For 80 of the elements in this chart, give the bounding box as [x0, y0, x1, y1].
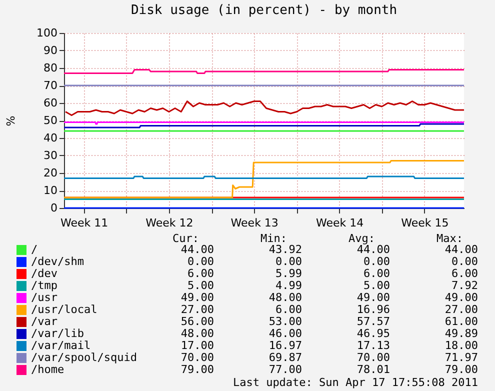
text: 57.57 [356, 315, 390, 328]
y-axis-title: % [4, 116, 18, 126]
text: 46.95 [356, 327, 390, 340]
text: 69.87 [268, 351, 302, 364]
text: Min: [260, 232, 287, 245]
text: 0.00 [364, 255, 390, 268]
text: 6.00 [188, 267, 214, 280]
text: Last update: Sun Apr 17 17:55:08 2011 [232, 376, 478, 389]
x-tick-label: Week 13 [230, 216, 278, 230]
text: 17.13 [356, 339, 390, 352]
text: Cur: [172, 232, 199, 245]
y-tick-label: 90 [44, 44, 58, 57]
text: 44.00 [356, 243, 390, 256]
x-tick-label: Week 12 [146, 216, 194, 230]
legend-label: /var/lib [31, 327, 84, 340]
text: 71.97 [444, 351, 478, 364]
text: 6.00 [364, 267, 390, 280]
legend-label: /dev [31, 267, 58, 280]
text: 0.00 [452, 255, 478, 268]
line-series [63, 160, 465, 198]
line-series [64, 100, 465, 116]
legend-label: /tmp [31, 279, 58, 292]
y-tick-label: 80 [44, 62, 58, 74]
text: 79.00 [180, 363, 214, 376]
text: 27.00 [180, 303, 214, 316]
text: 4.99 [276, 279, 302, 292]
x-tick-label: Week 14 [316, 216, 364, 230]
text: 56.00 [180, 315, 214, 328]
text: Avg: [348, 232, 375, 245]
legend-label: /usr [31, 291, 58, 304]
text: 48.00 [268, 291, 302, 304]
y-tick-label: 30 [44, 149, 58, 162]
y-tick-label: 100 [36, 26, 58, 40]
text: 70.00 [180, 351, 214, 364]
y-tick-label: 70 [44, 79, 58, 92]
text: 16.97 [268, 339, 302, 352]
text: 5.99 [276, 267, 302, 280]
x-tick-label: Week 11 [60, 216, 108, 230]
legend-label: /home [31, 363, 64, 376]
legend-label: / [31, 243, 38, 256]
legend-label: /var/mail [31, 339, 91, 352]
text: 16.96 [356, 303, 390, 316]
text: 70.00 [356, 351, 390, 364]
text: 49.00 [444, 291, 478, 304]
text: 27.00 [444, 303, 478, 316]
text: 5.00 [364, 279, 390, 292]
text: 48.00 [180, 327, 214, 340]
text: 6.00 [276, 303, 302, 316]
text: 18.00 [444, 339, 478, 352]
legend-label: /dev/shm [31, 255, 84, 268]
text: 61.00 [444, 315, 478, 328]
legend-label: /var/spool/squid [31, 351, 137, 364]
text: 17.00 [180, 339, 214, 352]
text: 46.00 [268, 327, 302, 340]
y-tick-label: 40 [44, 132, 58, 144]
legend-label: /usr/local [31, 303, 98, 316]
text: 49.89 [444, 327, 478, 340]
x-tick-label: Week 15 [401, 216, 449, 230]
y-tick-label: 20 [44, 166, 58, 180]
text: 78.01 [356, 363, 390, 376]
text: 5.00 [188, 279, 214, 292]
text: 7.92 [452, 279, 478, 292]
legend-label: /var [31, 315, 58, 328]
text: 79.00 [444, 363, 478, 376]
y-tick-label: 60 [44, 96, 58, 110]
text: 49.00 [356, 291, 390, 304]
y-tick-label: 10 [44, 184, 58, 197]
text: 53.00 [268, 315, 302, 328]
text: 0.00 [188, 255, 214, 268]
y-tick-label: 50 [44, 114, 58, 127]
text: 44.00 [444, 243, 478, 256]
text: 77.00 [268, 363, 302, 376]
text: 43.92 [268, 243, 302, 256]
chart-title: Disk usage (in percent) - by month [130, 3, 398, 18]
text: 6.00 [452, 267, 478, 280]
y-tick-label: 0 [50, 202, 58, 214]
text: 0.00 [276, 255, 302, 268]
text: 44.00 [180, 243, 214, 256]
text: 49.00 [180, 291, 214, 304]
text: Max: [436, 232, 463, 245]
